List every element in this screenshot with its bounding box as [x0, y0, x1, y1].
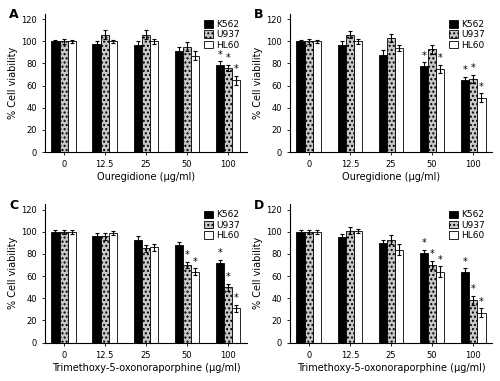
Text: C: C: [9, 199, 18, 211]
Bar: [191, 56, 200, 152]
Bar: [469, 301, 478, 343]
Bar: [150, 42, 158, 152]
Bar: [313, 42, 321, 152]
Bar: [100, 35, 109, 152]
Text: *: *: [226, 53, 230, 63]
Bar: [224, 287, 232, 343]
Bar: [304, 42, 313, 152]
X-axis label: Trimethoxy-5-oxonoraporphine (μg/ml): Trimethoxy-5-oxonoraporphine (μg/ml): [296, 363, 486, 373]
Bar: [60, 42, 68, 152]
Bar: [183, 265, 191, 343]
Bar: [296, 42, 304, 152]
Text: *: *: [193, 257, 198, 267]
Legend: K562, U937, HL60: K562, U937, HL60: [447, 209, 487, 242]
Text: *: *: [438, 53, 442, 63]
Text: B: B: [254, 8, 264, 21]
Text: *: *: [422, 238, 426, 248]
Bar: [395, 250, 404, 343]
Bar: [420, 66, 428, 152]
Text: A: A: [9, 8, 18, 21]
Bar: [142, 35, 150, 152]
Y-axis label: % Cell viability: % Cell viability: [8, 237, 18, 309]
Text: *: *: [218, 248, 222, 258]
Bar: [232, 308, 240, 343]
Text: *: *: [479, 82, 484, 92]
Bar: [313, 232, 321, 343]
Bar: [338, 237, 346, 343]
Bar: [461, 272, 469, 343]
Bar: [52, 232, 60, 343]
Bar: [378, 243, 387, 343]
Bar: [174, 245, 183, 343]
Bar: [395, 48, 404, 152]
Text: D: D: [254, 199, 264, 211]
Bar: [191, 272, 200, 343]
Bar: [92, 236, 100, 343]
Bar: [183, 47, 191, 152]
Text: *: *: [462, 65, 468, 75]
Bar: [109, 233, 117, 343]
Bar: [378, 54, 387, 152]
Bar: [469, 79, 478, 152]
Text: *: *: [438, 255, 442, 264]
Bar: [387, 240, 395, 343]
Bar: [436, 272, 444, 343]
Text: *: *: [184, 250, 190, 260]
Y-axis label: % Cell viability: % Cell viability: [254, 237, 264, 309]
Text: *: *: [234, 293, 238, 303]
Bar: [428, 49, 436, 152]
Bar: [478, 98, 486, 152]
Bar: [134, 45, 142, 152]
Bar: [68, 42, 76, 152]
Text: *: *: [471, 284, 476, 295]
Bar: [100, 236, 109, 343]
Bar: [134, 240, 142, 343]
Bar: [354, 231, 362, 343]
Bar: [60, 232, 68, 343]
Bar: [224, 68, 232, 152]
Bar: [109, 42, 117, 152]
Bar: [461, 80, 469, 152]
Bar: [216, 263, 224, 343]
Legend: K562, U937, HL60: K562, U937, HL60: [202, 18, 242, 51]
Legend: K562, U937, HL60: K562, U937, HL60: [202, 209, 242, 242]
X-axis label: Ouregidione (μg/ml): Ouregidione (μg/ml): [97, 172, 195, 182]
Bar: [478, 313, 486, 343]
Bar: [68, 232, 76, 343]
Bar: [174, 51, 183, 152]
Bar: [428, 265, 436, 343]
X-axis label: Trimethoxy-5-oxonoraporphine (μg/ml): Trimethoxy-5-oxonoraporphine (μg/ml): [52, 363, 240, 373]
Text: *: *: [430, 249, 434, 259]
Text: *: *: [462, 257, 468, 267]
Bar: [92, 43, 100, 152]
Bar: [436, 69, 444, 152]
Bar: [420, 253, 428, 343]
Text: *: *: [422, 51, 426, 61]
Bar: [346, 231, 354, 343]
Text: *: *: [234, 64, 238, 74]
Bar: [338, 45, 346, 152]
Legend: K562, U937, HL60: K562, U937, HL60: [447, 18, 487, 51]
Text: *: *: [479, 296, 484, 307]
Text: *: *: [218, 50, 222, 59]
Bar: [142, 248, 150, 343]
Text: *: *: [226, 272, 230, 282]
Y-axis label: % Cell viability: % Cell viability: [8, 47, 18, 119]
Bar: [216, 65, 224, 152]
Y-axis label: % Cell viability: % Cell viability: [254, 47, 264, 119]
X-axis label: Ouregidione (μg/ml): Ouregidione (μg/ml): [342, 172, 440, 182]
Bar: [304, 232, 313, 343]
Bar: [232, 80, 240, 152]
Bar: [52, 42, 60, 152]
Text: *: *: [471, 63, 476, 73]
Bar: [387, 38, 395, 152]
Bar: [150, 247, 158, 343]
Bar: [346, 35, 354, 152]
Bar: [296, 232, 304, 343]
Bar: [354, 42, 362, 152]
